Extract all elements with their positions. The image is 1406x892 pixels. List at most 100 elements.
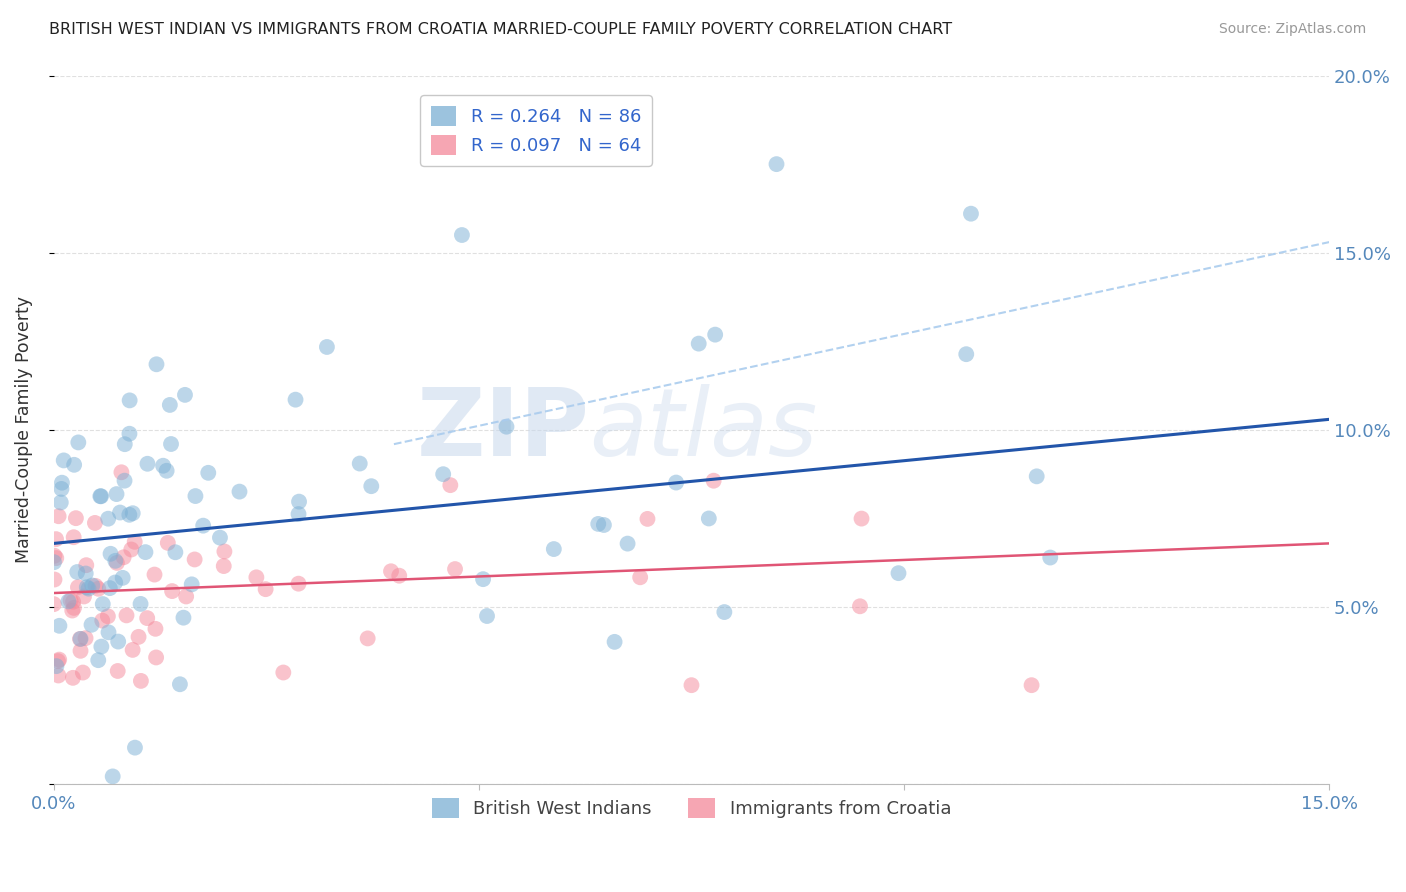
Point [90,640,112,654]
Point [48,652,70,666]
Point [636,512,658,526]
Point [495,419,517,434]
Point [472,572,495,586]
Point [51,482,73,496]
Point [388,568,411,582]
Point [165,545,187,559]
Point [713,605,735,619]
Point [439,478,461,492]
Point [586,516,609,531]
Point [45,659,67,673]
Point [160,584,183,599]
Point [73,590,96,604]
Text: BRITISH WEST INDIAN VS IMMIGRANTS FROM CROATIA MARRIED-COUPLE FAMILY POVERTY COR: BRITISH WEST INDIAN VS IMMIGRANTS FROM C… [49,22,952,37]
Point [451,227,474,242]
Text: ZIP: ZIP [416,384,589,476]
Legend: British West Indians, Immigrants from Croatia: British West Indians, Immigrants from Cr… [425,790,959,825]
Point [62,530,84,544]
Point [118,426,141,441]
Point [105,487,128,501]
Point [1021,678,1043,692]
Point [851,511,873,525]
Point [44,573,66,587]
Point [697,511,720,525]
Point [45,532,67,546]
Point [120,542,142,557]
Point [44,549,66,563]
Point [90,489,112,503]
Text: Source: ZipAtlas.com: Source: ZipAtlas.com [1219,22,1367,37]
Point [91,597,114,611]
Point [46,654,69,668]
Point [82,578,104,592]
Point [75,558,97,573]
Point [121,506,143,520]
Point [174,590,197,604]
Point [197,466,219,480]
Point [108,506,131,520]
Point [887,566,910,581]
Point [52,453,75,467]
Point [45,551,67,566]
Point [254,582,277,597]
Point [75,566,97,581]
Point [169,677,191,691]
Point [42,597,65,611]
Point [703,474,725,488]
Point [65,511,87,525]
Point [288,494,311,508]
Point [245,570,267,584]
Point [97,625,120,640]
Point [172,610,194,624]
Point [628,570,651,584]
Point [174,388,197,402]
Point [105,556,128,570]
Point [616,536,638,550]
Point [76,580,98,594]
Point [51,475,73,490]
Point [160,437,183,451]
Point [214,544,236,558]
Point [59,593,82,607]
Point [129,673,152,688]
Point [208,531,231,545]
Point [849,599,872,614]
Point [681,678,703,692]
Point [118,393,141,408]
Text: atlas: atlas [589,384,818,475]
Point [72,665,94,680]
Point [273,665,295,680]
Point [80,617,103,632]
Point [356,632,378,646]
Point [1025,469,1047,483]
Point [84,579,107,593]
Point [111,571,134,585]
Point [66,580,89,594]
Point [136,457,159,471]
Point [112,550,135,565]
Point [63,458,86,472]
Point [87,653,110,667]
Point [955,347,977,361]
Point [62,595,84,609]
Point [114,474,136,488]
Point [98,581,121,595]
Point [145,650,167,665]
Point [380,564,402,578]
Point [124,740,146,755]
Point [287,576,309,591]
Point [84,516,107,530]
Point [124,534,146,549]
Point [193,518,215,533]
Point [228,484,250,499]
Point [134,545,156,559]
Point [48,509,70,524]
Point [128,630,150,644]
Point [89,489,111,503]
Point [66,565,89,579]
Point [156,536,179,550]
Point [688,336,710,351]
Point [107,634,129,648]
Point [287,507,309,521]
Point [145,357,167,371]
